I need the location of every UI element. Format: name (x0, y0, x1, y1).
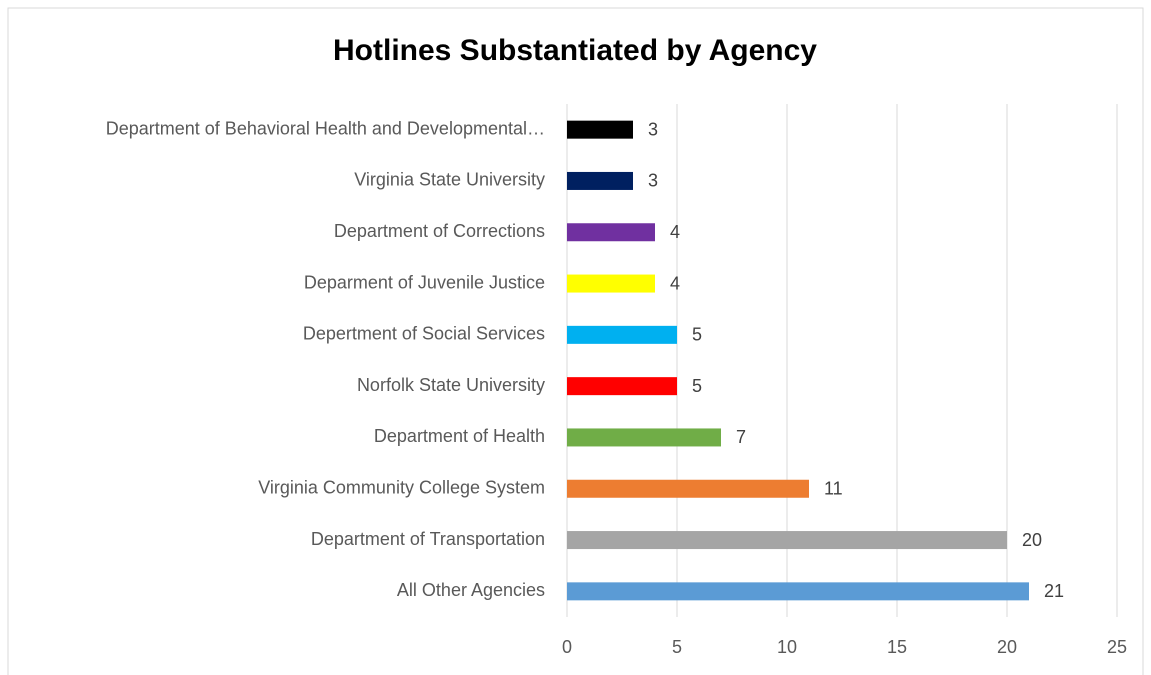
x-tick-label: 5 (672, 637, 682, 657)
chart-title: Hotlines Substantiated by Agency (333, 34, 817, 67)
data-label: 4 (670, 273, 680, 293)
x-tick-label: 15 (887, 637, 907, 657)
data-label: 21 (1044, 581, 1064, 601)
y-tick-label: Department of Behavioral Health and Deve… (106, 118, 545, 138)
y-tick-label: Norfolk State University (357, 375, 545, 395)
y-tick-label: Deparment of Juvenile Justice (304, 272, 545, 292)
x-tick-label: 25 (1107, 637, 1127, 657)
bar (567, 479, 809, 498)
data-label: 5 (692, 376, 702, 396)
bar (567, 531, 1007, 550)
y-tick-label: All Other Agencies (397, 580, 545, 600)
y-tick-label: Department of Transportation (311, 529, 545, 549)
data-label: 3 (648, 119, 658, 139)
bar (567, 325, 677, 344)
bar (567, 582, 1029, 601)
y-tick-label: Virginia Community College System (258, 478, 545, 498)
x-tick-label: 0 (562, 637, 572, 657)
y-tick-label: Department of Corrections (334, 221, 545, 241)
bar (567, 171, 633, 190)
data-label: 3 (648, 171, 658, 191)
x-tick-label: 20 (997, 637, 1017, 657)
bar (567, 223, 655, 242)
data-label: 7 (736, 427, 746, 447)
y-tick-label: Depertment of Social Services (303, 324, 545, 344)
bar (567, 428, 721, 447)
bar (567, 120, 633, 139)
bar (567, 377, 677, 396)
y-tick-label: Department of Health (374, 426, 545, 446)
data-label: 20 (1022, 530, 1042, 550)
data-label: 4 (670, 222, 680, 242)
y-tick-label: Virginia State University (354, 170, 545, 190)
x-tick-label: 10 (777, 637, 797, 657)
bar (567, 274, 655, 293)
data-label: 11 (824, 479, 843, 499)
data-label: 5 (692, 325, 702, 345)
